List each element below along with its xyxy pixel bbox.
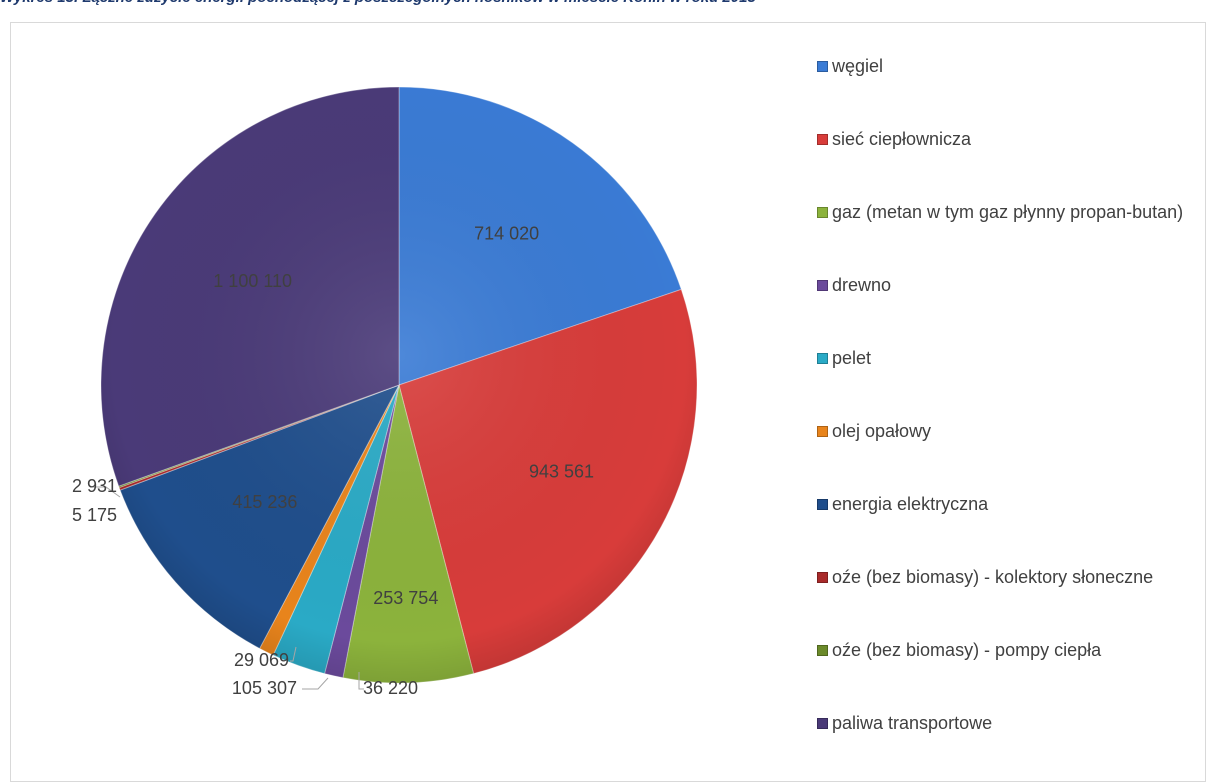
data-label-6: 29 069 bbox=[234, 650, 289, 670]
legend-item-3: gaz (metan w tym gaz płynny propan-butan… bbox=[817, 201, 1197, 224]
legend-swatch-6 bbox=[817, 426, 828, 437]
leader-line-9 bbox=[90, 486, 121, 498]
legend-label-8: oźe (bez biomasy) - kolektory słoneczne bbox=[832, 567, 1154, 587]
legend-label-10: paliwa transportowe bbox=[832, 713, 993, 733]
data-label-5: 105 307 bbox=[232, 678, 297, 698]
legend-item-1: węgiel bbox=[817, 55, 1197, 78]
legend-label-9: oźe (bez biomasy) - pompy ciepła bbox=[832, 640, 1102, 660]
legend-swatch-10 bbox=[817, 718, 828, 729]
chart-caption: Wykres 13. Łączne zużycie energii pochod… bbox=[0, 0, 1208, 9]
legend-swatch-8 bbox=[817, 572, 828, 583]
data-label-1: 714 020 bbox=[474, 224, 539, 244]
legend-swatch-2 bbox=[817, 134, 828, 145]
legend-item-5: pelet bbox=[817, 347, 1197, 370]
legend-item-6: olej opałowy bbox=[817, 420, 1197, 443]
data-label-9: 2 931 bbox=[72, 476, 117, 496]
legend-swatch-3 bbox=[817, 207, 828, 218]
legend-item-9: oźe (bez biomasy) - pompy ciepła bbox=[817, 639, 1197, 662]
legend-swatch-1 bbox=[817, 61, 828, 72]
legend-swatch-5 bbox=[817, 353, 828, 364]
pie-shading bbox=[101, 87, 697, 683]
legend-item-7: energia elektryczna bbox=[817, 493, 1197, 516]
data-label-2: 943 561 bbox=[529, 462, 594, 482]
legend-label-7: energia elektryczna bbox=[832, 494, 989, 514]
legend-label-2: sieć ciepłownicza bbox=[832, 129, 972, 149]
legend-swatch-4 bbox=[817, 280, 828, 291]
legend-label-3: gaz (metan w tym gaz płynny propan-butan… bbox=[832, 202, 1184, 222]
leader-line-6 bbox=[290, 646, 297, 662]
legend-item-4: drewno bbox=[817, 274, 1197, 297]
legend-item-8: oźe (bez biomasy) - kolektory słoneczne bbox=[817, 566, 1197, 589]
legend-label-1: węgiel bbox=[832, 56, 884, 76]
legend-swatch-7 bbox=[817, 499, 828, 510]
data-label-10: 1 100 110 bbox=[213, 271, 292, 291]
data-label-3: 253 754 bbox=[373, 588, 438, 608]
legend-item-2: sieć ciepłownicza bbox=[817, 128, 1197, 151]
legend-label-4: drewno bbox=[832, 275, 892, 295]
data-label-4: 36 220 bbox=[363, 678, 418, 698]
data-label-8: 5 175 bbox=[72, 505, 117, 525]
leader-line-5 bbox=[302, 677, 329, 690]
legend-label-5: pelet bbox=[832, 348, 872, 368]
legend-item-10: paliwa transportowe bbox=[817, 712, 1197, 735]
data-label-7: 415 236 bbox=[232, 492, 297, 512]
leader-line-4 bbox=[358, 672, 364, 690]
legend-swatch-9 bbox=[817, 645, 828, 656]
legend-label-6: olej opałowy bbox=[832, 421, 932, 441]
